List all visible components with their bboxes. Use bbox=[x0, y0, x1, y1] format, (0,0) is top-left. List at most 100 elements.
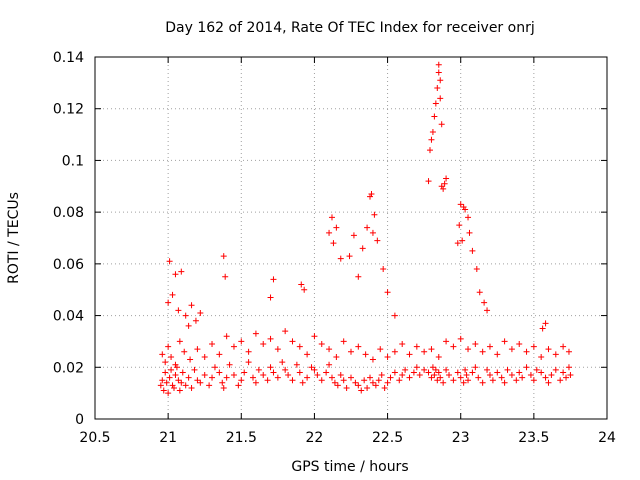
data-point bbox=[530, 377, 537, 384]
data-point bbox=[406, 374, 413, 381]
data-point bbox=[270, 276, 277, 283]
data-point bbox=[230, 343, 237, 350]
data-point bbox=[560, 369, 567, 376]
data-point bbox=[216, 369, 223, 376]
data-point bbox=[162, 369, 169, 376]
data-point bbox=[384, 379, 391, 386]
data-point bbox=[245, 348, 252, 355]
data-point bbox=[457, 335, 464, 342]
data-point bbox=[523, 364, 530, 371]
data-point bbox=[238, 377, 245, 384]
data-point bbox=[168, 353, 175, 360]
data-point bbox=[527, 372, 534, 379]
data-point bbox=[548, 372, 555, 379]
data-point bbox=[328, 214, 335, 221]
data-point bbox=[304, 351, 311, 358]
data-point bbox=[226, 361, 233, 368]
data-point bbox=[340, 377, 347, 384]
data-point bbox=[194, 346, 201, 353]
data-point bbox=[249, 374, 256, 381]
data-point bbox=[429, 364, 436, 371]
data-point bbox=[264, 377, 271, 384]
data-point bbox=[175, 307, 182, 314]
data-point bbox=[364, 384, 371, 391]
data-point bbox=[381, 384, 388, 391]
data-point bbox=[176, 338, 183, 345]
data-point bbox=[472, 341, 479, 348]
y-axis-label: ROTI / TECUs bbox=[6, 192, 22, 284]
data-point bbox=[437, 77, 444, 84]
grid-lines bbox=[95, 57, 607, 419]
data-point bbox=[255, 366, 262, 373]
data-point bbox=[267, 294, 274, 301]
data-point bbox=[197, 309, 204, 316]
data-point bbox=[301, 286, 308, 293]
y-tick-label: 0.02 bbox=[53, 360, 84, 376]
data-point bbox=[560, 343, 567, 350]
y-tick-label: 0.04 bbox=[53, 309, 84, 325]
data-point bbox=[437, 95, 444, 102]
data-point bbox=[165, 343, 172, 350]
data-point bbox=[209, 374, 216, 381]
data-point bbox=[355, 343, 362, 350]
data-point bbox=[391, 312, 398, 319]
data-point bbox=[425, 178, 432, 185]
data-point bbox=[197, 379, 204, 386]
data-point bbox=[435, 353, 442, 360]
data-point bbox=[465, 377, 472, 384]
data-point bbox=[475, 374, 482, 381]
y-tick-label: 0 bbox=[75, 412, 84, 428]
data-point bbox=[434, 85, 441, 92]
data-point bbox=[432, 100, 439, 107]
data-point bbox=[296, 369, 303, 376]
data-point bbox=[450, 343, 457, 350]
data-point bbox=[465, 214, 472, 221]
data-point bbox=[410, 369, 417, 376]
data-point bbox=[434, 377, 441, 384]
data-point bbox=[369, 356, 376, 363]
data-point bbox=[372, 382, 379, 389]
data-point bbox=[323, 369, 330, 376]
data-point bbox=[454, 240, 461, 247]
data-point bbox=[343, 384, 350, 391]
data-point bbox=[387, 374, 394, 381]
data-point bbox=[172, 271, 179, 278]
data-point bbox=[486, 343, 493, 350]
data-point bbox=[182, 312, 189, 319]
data-point bbox=[296, 343, 303, 350]
data-point bbox=[508, 372, 515, 379]
data-point bbox=[188, 384, 195, 391]
data-point bbox=[421, 366, 428, 373]
data-point bbox=[223, 374, 230, 381]
data-point bbox=[552, 366, 559, 373]
data-point bbox=[425, 369, 432, 376]
plot-frame bbox=[94, 56, 608, 420]
data-point bbox=[326, 229, 333, 236]
data-point bbox=[369, 229, 376, 236]
data-point bbox=[457, 374, 464, 381]
data-point bbox=[391, 348, 398, 355]
data-point bbox=[245, 359, 252, 366]
data-point bbox=[440, 379, 447, 386]
data-point bbox=[413, 343, 420, 350]
data-point bbox=[192, 317, 199, 324]
data-point bbox=[252, 379, 259, 386]
data-point bbox=[384, 353, 391, 360]
data-point bbox=[311, 333, 318, 340]
data-point bbox=[201, 372, 208, 379]
data-point bbox=[402, 366, 409, 373]
data-point bbox=[361, 377, 368, 384]
data-point bbox=[318, 377, 325, 384]
data-point bbox=[194, 377, 201, 384]
data-point bbox=[508, 346, 515, 353]
data-point bbox=[220, 253, 227, 260]
data-point bbox=[179, 369, 186, 376]
data-point bbox=[201, 353, 208, 360]
data-point bbox=[328, 374, 335, 381]
data-point bbox=[489, 377, 496, 384]
data-point bbox=[159, 377, 166, 384]
data-point bbox=[450, 377, 457, 384]
data-point bbox=[472, 364, 479, 371]
data-point bbox=[494, 351, 501, 358]
